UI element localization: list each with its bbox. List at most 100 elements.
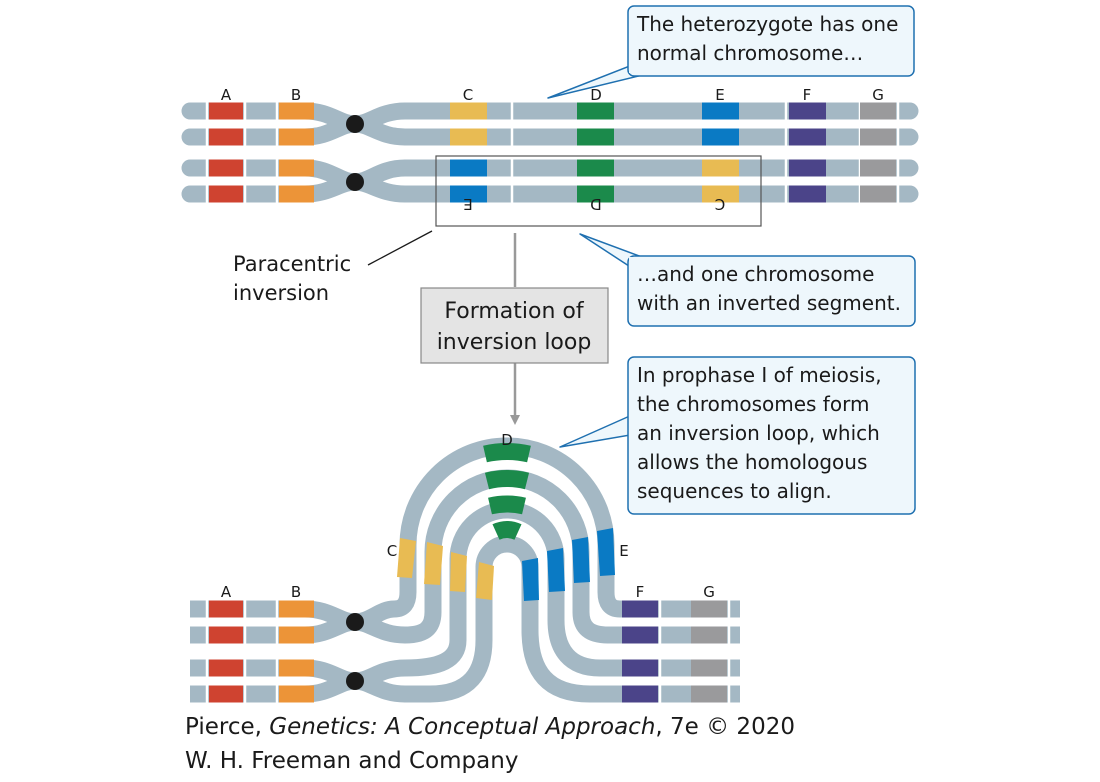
band-B [279, 185, 314, 203]
band-A [209, 159, 243, 177]
band-B [279, 600, 314, 618]
callout-line: sequences to align. [637, 479, 832, 503]
gene-label-A: A [221, 583, 232, 601]
band-F [622, 600, 658, 618]
credit-author: Pierce, [185, 714, 262, 740]
inversion-box [435, 155, 762, 227]
band-E [450, 159, 487, 177]
centromere [346, 672, 364, 690]
gene-label-C: C [387, 542, 397, 560]
band-C [424, 542, 443, 585]
gene-label-B: B [291, 86, 301, 104]
band-E [522, 558, 539, 601]
band-A [209, 185, 243, 203]
gene-label-E: E [715, 86, 724, 104]
band-D [577, 159, 614, 177]
paracentric-inversion-label: Paracentric inversion [233, 230, 433, 305]
band-A [209, 626, 243, 644]
top-chromosome-pair: A B C D E F G E D C [181, 86, 919, 227]
callout-line: the chromosomes form [637, 392, 869, 416]
gene-label-E: E [619, 542, 628, 560]
band-C [450, 102, 487, 120]
band-F [622, 685, 658, 703]
band-F [789, 102, 826, 120]
band-G [691, 659, 727, 677]
credit-title: Genetics: A Conceptual Approach [269, 714, 656, 740]
callout-line: …and one chromosome [637, 262, 874, 286]
gene-label-G: G [703, 583, 715, 601]
credit-edition: , 7e © 2020 [655, 714, 795, 740]
band-E [597, 528, 615, 576]
label-line: Paracentric [233, 252, 351, 276]
callout-line: with an inverted segment. [637, 291, 901, 315]
credit-publisher: W. H. Freeman and Company [185, 748, 519, 774]
gene-label-B: B [291, 583, 301, 601]
band-A [209, 685, 243, 703]
gene-label-F: F [636, 583, 645, 601]
band-C [702, 159, 739, 177]
band-A [209, 102, 243, 120]
centromere [346, 115, 364, 133]
band-E [702, 102, 739, 120]
centromere [346, 613, 364, 631]
band-B [279, 685, 314, 703]
gene-label-D: D [501, 431, 513, 449]
inversion-loop: A B C D E F G [190, 431, 740, 705]
inverted-label-D: D [590, 195, 602, 213]
inverted-chromosome-bands [209, 159, 896, 203]
inverted-label-E: E [463, 195, 472, 213]
band-C [476, 562, 494, 600]
callout-normal-chromosome: The heterozygote has one normal chromoso… [547, 5, 915, 99]
band-F [789, 185, 826, 203]
gene-label-A: A [221, 86, 232, 104]
band-G [860, 159, 896, 177]
band-E [450, 185, 487, 203]
band-D [492, 521, 522, 540]
band-F [622, 626, 658, 644]
band-E [572, 537, 590, 583]
band-D [484, 470, 530, 490]
callout-line: allows the homologous [637, 450, 867, 474]
svg-text:The heterozygote has one: The heterozygote has one [636, 12, 898, 36]
band-F [789, 128, 826, 146]
band-C [397, 538, 416, 578]
band-C [450, 552, 467, 592]
normal-chromosome-bands [209, 102, 896, 146]
callout-line: The heterozygote has one [636, 12, 898, 36]
band-C [450, 128, 487, 146]
band-D [577, 102, 614, 120]
svg-text:normal chromosome…: normal chromosome… [637, 41, 863, 65]
band-D [488, 495, 526, 515]
band-A [209, 128, 243, 146]
callout-line: In prophase I of meiosis, [637, 363, 882, 387]
gene-label-F: F [803, 86, 812, 104]
band-B [279, 102, 314, 120]
box-line: inversion loop [437, 330, 592, 355]
callout-inverted-segment: …and one chromosome with an inverted seg… [579, 233, 916, 327]
gene-label-D: D [590, 86, 602, 104]
band-G [691, 626, 727, 644]
callout-line: an inversion loop, which [637, 421, 880, 445]
band-B [279, 659, 314, 677]
inverted-label-C: C [715, 195, 725, 213]
credit-line: Pierce, Genetics: A Conceptual Approach,… [185, 710, 795, 778]
band-E [702, 128, 739, 146]
gene-label-G: G [872, 86, 884, 104]
callout-line: normal chromosome… [637, 41, 863, 65]
formation-box [420, 287, 609, 364]
centromere [346, 173, 364, 191]
loop-strand-3 [190, 501, 740, 690]
band-C [702, 185, 739, 203]
band-B [279, 626, 314, 644]
band-D [577, 185, 614, 203]
band-A [209, 659, 243, 677]
callout-prophase: In prophase I of meiosis, the chromosome… [559, 356, 916, 515]
band-D [577, 128, 614, 146]
band-G [860, 102, 896, 120]
band-F [622, 659, 658, 677]
band-D [483, 443, 531, 463]
band-A [209, 600, 243, 618]
band-G [691, 685, 727, 703]
band-B [279, 128, 314, 146]
